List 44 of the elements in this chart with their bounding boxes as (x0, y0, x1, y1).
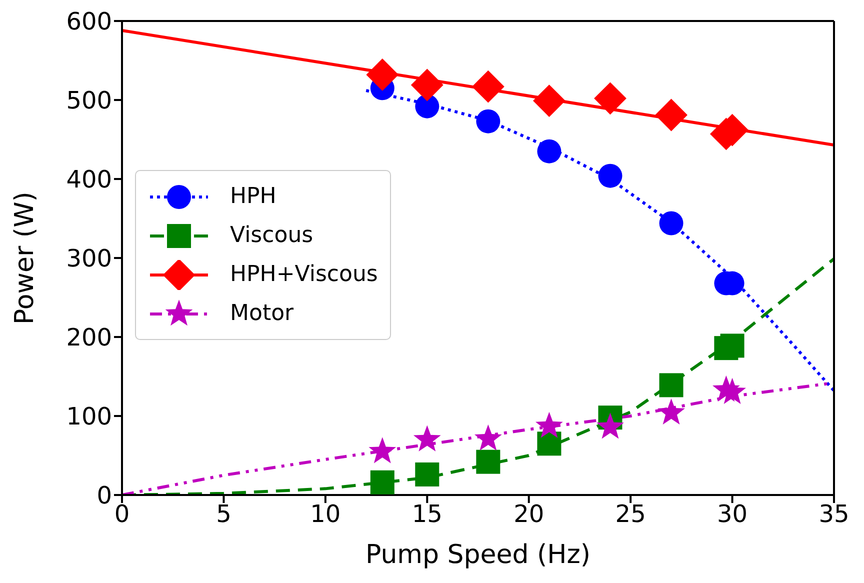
x-tick-label: 10 (310, 500, 341, 528)
point (472, 70, 504, 103)
x-tick-label: 25 (615, 500, 646, 528)
point (536, 412, 563, 438)
point (368, 437, 396, 464)
point (537, 139, 562, 164)
point (415, 462, 440, 486)
x-axis-title: Pump Speed (Hz) (365, 540, 591, 570)
x-tick-label: 20 (514, 500, 544, 528)
y-tick-label: 0 (96, 482, 112, 510)
point (598, 164, 622, 188)
x-tick-label: 35 (818, 500, 850, 528)
point (533, 84, 566, 117)
point (366, 58, 399, 91)
point (410, 68, 444, 102)
point (476, 450, 500, 474)
point (415, 94, 440, 118)
x-tick-label: 15 (412, 500, 442, 528)
y-axis-title: Power (W) (10, 192, 40, 324)
legend-label: Motor (230, 301, 294, 326)
y-tick-label: 500 (66, 86, 112, 115)
y-tick-label: 600 (66, 8, 112, 36)
point (413, 425, 441, 452)
x-tick-label: 5 (216, 500, 232, 528)
point (537, 432, 562, 456)
legend-label: Viscous (230, 223, 314, 248)
point (474, 424, 502, 451)
x-tick-label: 30 (717, 500, 748, 528)
y-tick-label: 100 (66, 402, 112, 431)
point (655, 98, 688, 132)
point (370, 470, 394, 494)
point (596, 412, 624, 439)
legend-label: HPH+Viscous (230, 262, 378, 287)
x-tick-label: 0 (114, 500, 130, 528)
legend-label: HPH (230, 184, 276, 209)
point (659, 211, 684, 236)
y-tick-label: 300 (66, 244, 112, 273)
y-tick-label: 200 (66, 324, 112, 352)
point (476, 109, 500, 134)
point (658, 398, 685, 424)
point (720, 334, 744, 358)
y-tick-label: 400 (66, 166, 112, 194)
point (594, 82, 626, 115)
point (659, 373, 684, 398)
